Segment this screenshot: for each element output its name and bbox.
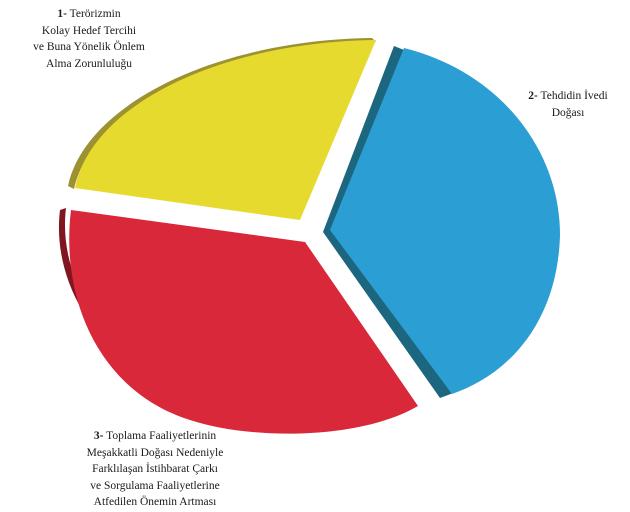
segment-1-line-2: Kolay Hedef Tercihi xyxy=(41,24,137,37)
segment-3-line-5: Atfedilen Önemin Artması xyxy=(93,496,217,508)
segment-3-line-3: Farklılaşan İstihbarat Çarkı xyxy=(92,463,218,475)
segment-2-line-1: Tehdidin İvedi xyxy=(540,90,608,102)
segment-2-slice xyxy=(330,48,560,394)
segment-2-label: 2- Tehdidin İvedi Doğası xyxy=(512,88,624,121)
segment-3-number: 3- xyxy=(93,430,104,442)
segment-3-slice xyxy=(69,210,418,434)
segment-3-line-2: Meşakkatli Doğası Nedeniyle xyxy=(86,446,224,459)
segment-1-line-4: Alma Zorunluluğu xyxy=(46,57,132,70)
segment-1-number: 1- xyxy=(57,8,67,20)
segment-3-line-1: Toplama Faaliyetlerinin xyxy=(106,430,217,442)
segment-1-label: 1- Terörizmin Kolay Hedef Tercihi ve Bun… xyxy=(4,6,174,72)
segment-3-label: 3- Toplama Faaliyetlerinin Meşakkatli Do… xyxy=(24,428,286,511)
segment-2-line-2: Doğası xyxy=(551,106,585,119)
segment-1-line-3: ve Buna Yönelik Önlem xyxy=(33,41,145,53)
segment-2-number: 2- xyxy=(528,90,538,102)
segment-1-slice xyxy=(75,40,376,220)
segment-1-line-1: Terörizmin xyxy=(69,8,121,20)
segment-3-line-4: ve Sorgulama Faaliyetlerine xyxy=(90,479,220,492)
